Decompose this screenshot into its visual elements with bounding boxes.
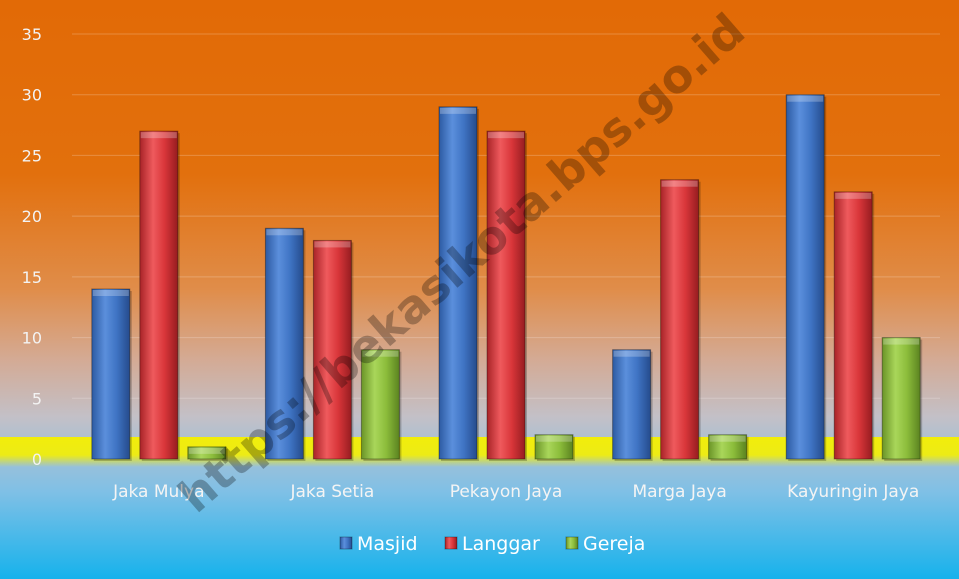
bar-masjid-jaka-setia — [264, 227, 306, 461]
legend-item-gereja: Gereja — [565, 533, 645, 555]
legend-label: Masjid — [357, 533, 418, 555]
bar-gereja-pekayon-jaya — [534, 434, 575, 461]
legend-label: Langgar — [462, 533, 540, 555]
legend: Masjid Langgar Gereja — [339, 533, 645, 555]
bar-masjid-marga-jaya — [612, 349, 653, 461]
y-tick-label: 5 — [32, 389, 42, 408]
bar-masjid-pekayon-jaya — [438, 106, 479, 461]
y-tick-label: 35 — [22, 25, 42, 44]
legend-label: Gereja — [583, 533, 645, 555]
y-axis: 0 5 10 15 20 25 30 35 — [22, 25, 42, 469]
y-tick-label: 30 — [22, 86, 42, 105]
x-category-label: Jaka Mulya — [112, 482, 204, 502]
bars — [91, 94, 923, 461]
legend-swatch — [339, 536, 353, 550]
y-tick-label: 15 — [22, 268, 42, 287]
bar-langgar-jaka-mulya — [139, 130, 180, 461]
y-tick-label: 10 — [22, 329, 42, 348]
legend-item-masjid: Masjid — [339, 533, 418, 555]
legend-swatch — [565, 536, 579, 550]
bar-gereja-marga-jaya — [708, 434, 749, 461]
bar-langgar-pekayon-jaya — [486, 130, 527, 461]
bar-langgar-marga-jaya — [660, 179, 701, 461]
x-category-label: Pekayon Jaya — [450, 482, 563, 502]
y-tick-label: 20 — [22, 207, 42, 226]
legend-swatch — [444, 536, 458, 550]
bar-langgar-kayuringin-jaya — [833, 191, 875, 461]
bar-langgar-jaka-setia — [312, 239, 354, 461]
bar-gereja-kayuringin-jaya — [881, 337, 923, 461]
x-category-label: Marga Jaya — [632, 482, 726, 502]
x-category-label: Kayuringin Jaya — [787, 482, 919, 502]
x-category-label: Jaka Setia — [289, 482, 374, 502]
bar-gereja-jaka-mulya — [187, 446, 228, 461]
bar-masjid-kayuringin-jaya — [785, 94, 827, 461]
bar-gereja-jaka-setia — [360, 349, 402, 461]
y-tick-label: 25 — [22, 146, 42, 165]
y-tick-label: 0 — [32, 450, 42, 469]
legend-item-langgar: Langgar — [444, 533, 540, 555]
x-axis: Jaka Mulya Jaka Setia Pekayon Jaya Marga Ja… — [112, 482, 919, 502]
bar-masjid-jaka-mulya — [91, 288, 132, 461]
